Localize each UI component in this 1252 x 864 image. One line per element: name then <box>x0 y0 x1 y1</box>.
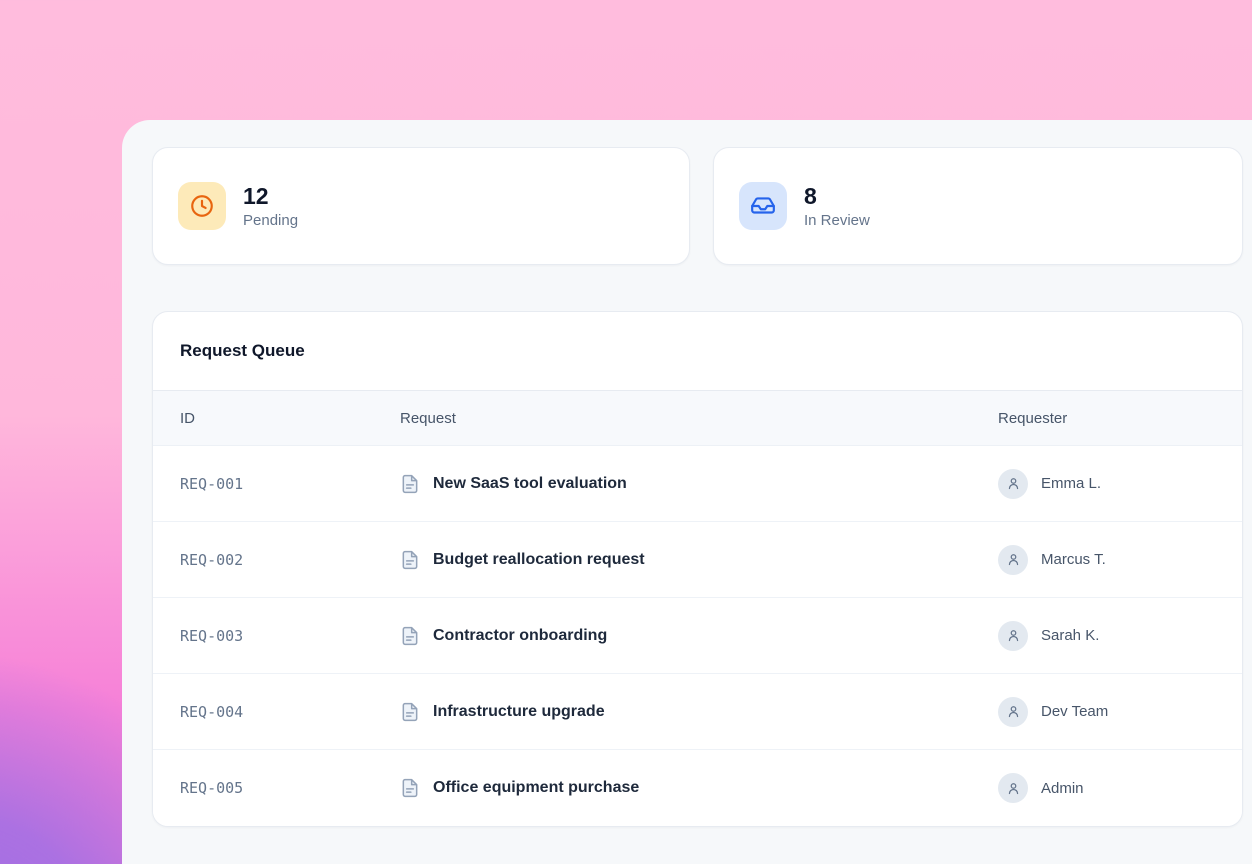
document-icon <box>400 702 420 722</box>
request-title: Office equipment purchase <box>433 779 640 796</box>
inbox-icon <box>739 182 787 230</box>
table-row[interactable]: REQ-002 Budget reallocation request Marc… <box>153 522 1242 598</box>
table-row[interactable]: REQ-003 Contractor onboarding Sarah K. <box>153 598 1242 674</box>
table-title-bar: Request Queue <box>153 312 1242 391</box>
column-header-requester: Requester <box>998 409 1068 427</box>
clock-icon <box>178 182 226 230</box>
request-queue-card: Request Queue ID Request Requester REQ-0… <box>152 311 1243 827</box>
request-id: REQ-004 <box>180 702 244 721</box>
avatar <box>998 773 1028 803</box>
request-id: REQ-001 <box>180 474 244 493</box>
request-id: REQ-005 <box>180 779 244 797</box>
table-header-row: ID Request Requester <box>153 391 1242 446</box>
document-icon <box>400 626 420 646</box>
requester-name: Dev Team <box>1041 703 1109 720</box>
request-title: Budget reallocation request <box>433 550 645 568</box>
column-header-id: ID <box>180 409 195 427</box>
column-header-request: Request <box>400 409 456 427</box>
requester-name: Marcus T. <box>1041 551 1106 568</box>
request-title: Infrastructure upgrade <box>433 702 605 720</box>
document-icon <box>400 778 420 798</box>
pending-count: 12 <box>243 182 269 209</box>
main-panel: 12 Pending 8 In Review Request Queue ID … <box>122 120 1252 864</box>
pending-label: Pending <box>243 212 299 230</box>
table-title: Request Queue <box>180 341 305 360</box>
request-title: New SaaS tool evaluation <box>433 474 627 492</box>
in-review-label: In Review <box>804 212 870 230</box>
table-row[interactable]: REQ-005 Office equipment purchase Admin <box>153 750 1242 826</box>
requester-name: Emma L. <box>1041 475 1102 492</box>
request-title: Contractor onboarding <box>433 626 608 644</box>
requester-name: Sarah K. <box>1041 627 1100 644</box>
avatar <box>998 468 1028 499</box>
request-id: REQ-002 <box>180 550 244 569</box>
avatar <box>998 544 1028 575</box>
stat-card-in-review: 8 In Review <box>713 147 1243 265</box>
document-icon <box>400 550 420 570</box>
stat-card-pending: 12 Pending <box>152 147 690 265</box>
in-review-count: 8 <box>804 182 817 209</box>
avatar <box>998 696 1028 727</box>
avatar <box>998 620 1028 651</box>
document-icon <box>400 474 420 494</box>
requester-name: Admin <box>1041 779 1084 797</box>
table-row[interactable]: REQ-004 Infrastructure upgrade Dev Team <box>153 674 1242 750</box>
request-id: REQ-003 <box>180 626 244 645</box>
stats-row: 12 Pending 8 In Review <box>152 147 1252 265</box>
table-row[interactable]: REQ-001 New SaaS tool evaluation Emma L. <box>153 446 1242 522</box>
